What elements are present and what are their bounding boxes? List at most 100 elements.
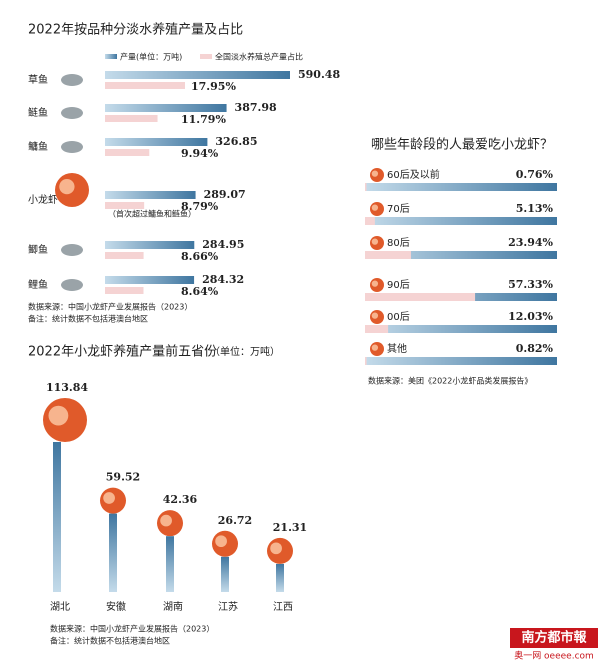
shrimp-icon bbox=[371, 312, 379, 319]
logo-box bbox=[510, 628, 598, 648]
shrimp-icon bbox=[371, 238, 379, 245]
category-label: 安徽 bbox=[106, 600, 126, 613]
fish-icon bbox=[61, 141, 83, 153]
value-label: 387.98 bbox=[235, 101, 277, 114]
share-label: 8.64% bbox=[181, 285, 219, 298]
bar bbox=[365, 183, 367, 191]
track bbox=[365, 357, 557, 365]
share-label: 11.79% bbox=[181, 113, 226, 126]
chart-title: 2022年小龙虾养殖产量前五省份 bbox=[28, 344, 217, 360]
value-label: 59.52 bbox=[106, 471, 140, 484]
shrimp-icon bbox=[59, 178, 75, 195]
track bbox=[365, 325, 557, 333]
share-bar bbox=[105, 202, 145, 209]
site: 奥一网 oeeee.com bbox=[514, 650, 594, 662]
value-label: 590.48 bbox=[298, 68, 340, 81]
category-label: 00后 bbox=[387, 311, 410, 323]
track bbox=[365, 251, 557, 259]
value-label: 0.82% bbox=[516, 342, 554, 355]
value-label: 57.33% bbox=[508, 278, 553, 291]
value-label: 21.31 bbox=[273, 521, 307, 534]
bar bbox=[105, 191, 196, 199]
bar bbox=[105, 241, 195, 249]
logo: 南方都市報 bbox=[521, 630, 587, 646]
bar bbox=[221, 556, 229, 592]
shrimp-icon bbox=[371, 280, 379, 287]
bar bbox=[109, 513, 117, 592]
category-label: 湖南 bbox=[163, 600, 183, 613]
share-label: 17.95% bbox=[191, 80, 236, 93]
chart-title: 哪些年龄段的人最爱吃小龙虾？ bbox=[371, 137, 553, 153]
shrimp-icon bbox=[215, 535, 227, 548]
track bbox=[365, 217, 557, 225]
share-bar bbox=[105, 115, 158, 122]
remark-note: 备注：统计数据不包括港澳台地区 bbox=[50, 636, 170, 646]
bar bbox=[365, 293, 476, 301]
bar bbox=[166, 536, 174, 592]
share-label: 8.66% bbox=[181, 250, 219, 263]
chart-subtitle: （单位：万吨） bbox=[210, 345, 280, 358]
category-label: 草鱼 bbox=[28, 73, 48, 86]
remark-note: 备注：统计数据不包括港澳台地区 bbox=[28, 314, 148, 324]
bar bbox=[53, 442, 61, 592]
shrimp-icon bbox=[371, 204, 379, 211]
category-label: 90后 bbox=[387, 279, 410, 291]
value-label: 12.03% bbox=[508, 310, 553, 323]
legend-label: 全国淡水养殖总产量占比 bbox=[215, 52, 303, 62]
bar bbox=[105, 104, 227, 112]
fish-icon bbox=[61, 279, 83, 291]
fish-icon bbox=[61, 244, 83, 256]
legend-label: 产量(单位：万吨) bbox=[120, 52, 182, 62]
value-label: 289.07 bbox=[204, 188, 246, 201]
share-bar bbox=[105, 287, 144, 294]
shrimp-icon bbox=[48, 405, 69, 426]
category-label: 湖北 bbox=[50, 601, 70, 613]
bar bbox=[365, 325, 389, 333]
value-label: 42.36 bbox=[163, 493, 198, 506]
bar bbox=[105, 71, 290, 79]
category-label: 江苏 bbox=[218, 600, 238, 613]
bar bbox=[365, 217, 375, 225]
fish-icon bbox=[61, 74, 83, 86]
shrimp-icon bbox=[371, 170, 379, 177]
category-label: 江西 bbox=[273, 601, 293, 613]
category-label: 小龙虾 bbox=[28, 193, 58, 206]
value-label: 284.95 bbox=[202, 238, 244, 251]
value-label: 284.32 bbox=[202, 273, 244, 286]
shrimp-icon bbox=[160, 514, 172, 527]
category-label: 70后 bbox=[387, 203, 410, 215]
share-bar bbox=[105, 252, 144, 259]
chart-title: 2022年按品种分淡水养殖产量及占比 bbox=[28, 22, 243, 38]
source-note: 数据来源：中国小龙虾产业发展报告（2023） bbox=[50, 624, 214, 634]
category-label: 其他 bbox=[387, 342, 407, 355]
shrimp-icon bbox=[103, 492, 115, 504]
value-label: 326.85 bbox=[215, 135, 257, 148]
category-label: 鳙鱼 bbox=[28, 140, 48, 153]
share-label: 9.94% bbox=[181, 147, 219, 160]
bar bbox=[105, 138, 208, 146]
category-label: 鲤鱼 bbox=[28, 278, 48, 291]
shrimp-icon bbox=[371, 344, 379, 351]
bar bbox=[105, 276, 195, 284]
legend-swatch bbox=[200, 54, 212, 59]
source-note: 数据来源：美团《2022小龙虾品类发展报告》 bbox=[368, 376, 532, 386]
value-label: 23.94% bbox=[508, 236, 553, 249]
value-label: 5.13% bbox=[516, 202, 554, 215]
category-label: 60后及以前 bbox=[387, 168, 440, 181]
bar bbox=[276, 563, 284, 592]
category-label: 鲫鱼 bbox=[28, 243, 48, 256]
bar bbox=[365, 251, 411, 259]
category-label: 鲢鱼 bbox=[28, 106, 48, 119]
fish-icon bbox=[61, 107, 83, 119]
bar bbox=[365, 357, 367, 365]
value-label: 0.76% bbox=[516, 168, 554, 181]
value-label: 26.72 bbox=[218, 514, 252, 527]
share-bar bbox=[105, 82, 185, 89]
annotation: （首次超过鳙鱼和鲢鱼） bbox=[108, 209, 196, 219]
value-label: 113.84 bbox=[46, 381, 88, 394]
shrimp-icon bbox=[270, 542, 282, 555]
share-bar bbox=[105, 149, 150, 156]
track bbox=[365, 183, 557, 191]
source-note: 数据来源：中国小龙虾产业发展报告（2023） bbox=[28, 302, 192, 312]
